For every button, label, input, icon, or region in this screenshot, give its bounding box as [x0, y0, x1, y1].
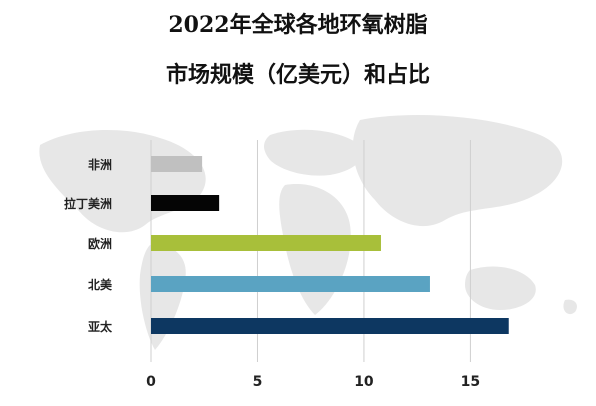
chart-title-line-2: 市场规模（亿美元）和占比: [165, 62, 430, 88]
category-label: 欧洲: [88, 236, 112, 251]
x-tick-label: 15: [461, 374, 480, 390]
chart-title-line-1: 2022年全球各地环氧树脂: [168, 12, 428, 38]
bar: [151, 156, 203, 172]
x-tick-labels: 0 5 10 15: [146, 374, 480, 390]
x-tick-label: 0: [146, 374, 156, 390]
bar: [151, 276, 430, 292]
bar: [151, 195, 220, 211]
x-tick-label: 5: [253, 374, 263, 390]
bars: [151, 156, 509, 334]
category-label: 北美: [88, 277, 113, 292]
category-label: 非洲: [88, 157, 112, 172]
bar: [151, 235, 381, 251]
category-label: 拉丁美洲: [64, 196, 112, 211]
world-map-watermark: [39, 115, 577, 350]
bar: [151, 318, 509, 334]
category-label: 亚太: [88, 319, 113, 334]
x-tick-label: 10: [354, 374, 374, 390]
